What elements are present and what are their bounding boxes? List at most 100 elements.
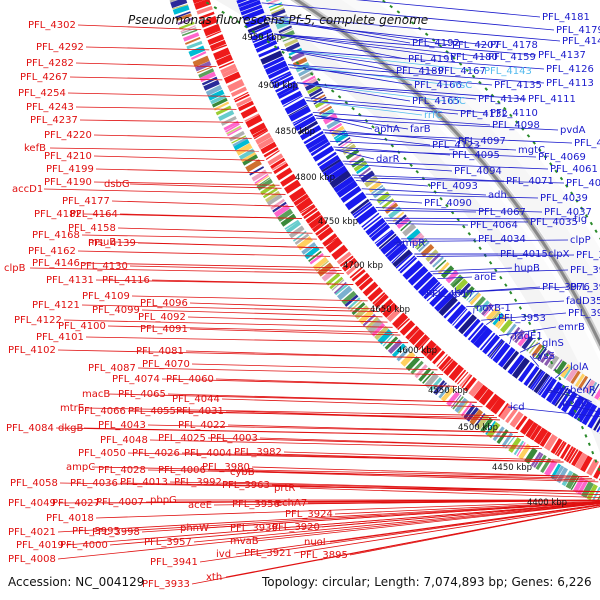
gene-label-reverse: msuE [88,237,116,248]
gene-label-forward: clpP [570,235,591,246]
gene-label-forward: PFL_4159 [488,52,536,63]
gene-label-forward: PFL_4040 [566,178,600,189]
gene-label-reverse: PFL_3920 [272,522,320,533]
gene-label-forward: rrsC [452,80,472,91]
gene-label-forward: PFL_4191 [408,54,456,65]
gene-label-reverse: ampC [66,462,95,473]
gene-label-forward: PFL_4148 [562,36,600,47]
gene-label-forward: lon [454,287,469,298]
gene-label-reverse: PFL_4292 [36,42,84,53]
gene-label-reverse: PFL_4121 [32,300,80,311]
gene-label-reverse: PFL_4036 [70,478,118,489]
gene-label-forward: PFL_3974 [576,250,600,261]
gene-label-reverse: PFL_3957 [144,537,192,548]
gene-label-reverse: PFL_4092 [138,312,186,323]
gene-label-reverse: PFL_4096 [140,298,188,309]
gene-label-forward: lolA [570,362,589,373]
gene-label-reverse: dsbG [104,179,130,190]
gene-label-forward: aroE [474,272,496,283]
gene-label-forward: aphA [374,124,400,135]
gene-label-reverse: PFL_4190 [44,177,92,188]
gene-label-reverse: PFL_4102 [8,345,56,356]
gene-label-forward: PFL_4097 [458,136,506,147]
gene-label-forward: PFL_4093 [430,181,478,192]
gene-label-reverse: PFL_4066 [78,406,126,417]
gene-label-forward: PFL_4069 [538,152,586,163]
gene-label-reverse: PFL_4006 [158,465,206,476]
label-leader-lines [29,0,600,585]
gene-label-forward: PFL_4037 [544,207,592,218]
gene-label-reverse: phnW [180,523,209,534]
gene-label-reverse: PFL_4021 [8,527,56,538]
gene-label-forward: PFL_4189 [396,66,444,77]
gene-label-reverse: echA7 [276,498,307,509]
gene-label-reverse: PFL_3941 [150,557,198,568]
gene-label-forward: PFL_4067 [478,207,526,218]
gene-label-forward: noxB-1 [476,303,511,314]
gene-label-forward: serS [548,385,570,396]
gene-label-forward: rrlC [448,96,466,107]
gene-label-reverse: PFL_4122 [14,315,62,326]
gene-label-forward: mgtC [518,145,545,156]
gene-label-forward: icd [510,402,525,413]
gene-label-forward: rrfC [424,110,443,121]
gene-label-forward: PFL_4035 [530,217,578,228]
gene-label-forward: PFL_4039 [540,193,588,204]
gene-label-forward: PFL_4166 [414,80,462,91]
gene-label-reverse: PFL_4025 [158,433,206,444]
gene-label-reverse: PFL_4243 [26,102,74,113]
gene-label-reverse: prtR [274,483,295,494]
gene-label-reverse: PFL_4282 [26,58,74,69]
gene-label-reverse: PFL_4027 [52,498,100,509]
gene-label-forward: PFL_4180 [450,52,498,63]
gene-label-forward: PFL_4071 [506,176,554,187]
gene-label-forward: PFL_4113 [546,78,594,89]
gene-label-forward: benD [562,398,589,409]
gene-label-reverse: PFL_3933 [142,579,190,590]
gene-label-reverse: PFL_4139 [88,238,136,249]
gene-label-reverse: PFL_4003 [210,433,258,444]
gene-label-forward: tig [574,214,587,225]
gene-label-reverse: PFL_4109 [82,291,130,302]
gene-label-forward: cysS [532,351,555,362]
gene-label-forward: PFL_4137 [538,50,586,61]
gene-label-forward: PFL_3976 [542,282,590,293]
gene-label-forward: PFL_3953 [498,313,546,324]
gene-label-reverse: PFL_4302 [28,20,76,31]
gene-label-reverse: PFL_4158 [68,223,116,234]
gene-label-reverse: PFL_4060 [166,374,214,385]
kbp-label: 4450 kbp [492,463,532,473]
gene-label-forward: PFL_4181 [542,12,590,23]
gene-label-reverse: PFL_4050 [78,448,126,459]
gene-label-forward: adh [488,190,507,201]
gene-label-forward: PFL_4110 [490,108,538,119]
gene-label-reverse: PFL_4013 [120,477,168,488]
gene-label-reverse: PFL_4220 [44,130,92,141]
gene-label-reverse: PFL_3995 [72,526,120,537]
gene-label-reverse: PFL_4100 [58,321,106,332]
gene-label-reverse: PFL_4019 [16,540,64,551]
gene-label-forward: PFL_4135 [494,80,542,91]
gene-label-forward: PFL_4123 [432,140,480,151]
genome-title: Pseudomonas fluorescens Pf-5, complete g… [128,13,428,27]
gene-label-reverse: PFL_4065 [118,389,166,400]
gene-label-forward: PFL_4126 [546,64,594,75]
gene-label-reverse: PFL_4070 [142,359,190,370]
gene-label-reverse: xth [206,572,222,583]
gene-label-forward: darR [376,154,400,165]
kbp-label: 4750 kbp [318,217,358,227]
kbp-label: 4500 kbp [458,423,498,433]
gene-label-reverse: PFL_4199 [46,164,94,175]
gene-label-reverse: PFL_4018 [46,513,94,524]
gene-label-reverse: dkgB [58,423,83,434]
gene-label-reverse: PFL_4091 [140,324,188,335]
gene-label-reverse: PFL_4168 [32,230,80,241]
gene-label-forward: pvdA [560,125,586,136]
gene-label-reverse: PFL_4031 [176,406,224,417]
gene-label-forward: PFL_4143 [484,66,532,77]
gene-label-reverse: PFL_4101 [36,332,84,343]
gene-label-forward: hupB [514,263,540,274]
gene-label-reverse: cybB [230,467,255,478]
